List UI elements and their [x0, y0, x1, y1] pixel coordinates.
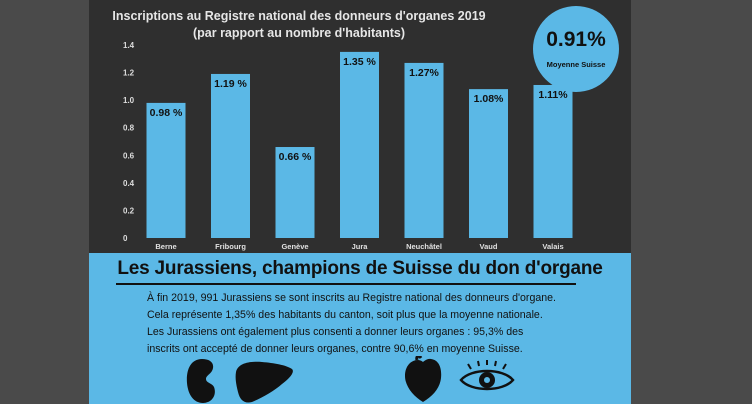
y-tick-label: 1.4 — [123, 41, 135, 50]
y-tick-label: 0.2 — [123, 206, 135, 215]
kidney-icon — [186, 359, 215, 403]
y-tick-label: 1.0 — [123, 96, 135, 105]
average-value: 0.91% — [546, 28, 606, 51]
x-tick-label: Fribourg — [215, 242, 246, 251]
data-label: 1.08% — [474, 93, 504, 105]
data-label: 0.98 % — [150, 107, 183, 119]
average-badge: 0.91% Moyenne Suisse — [533, 6, 619, 92]
bar — [469, 89, 508, 238]
x-tick-label: Neuchâtel — [406, 242, 442, 251]
bar-chart: 0 0.2 0.4 0.6 0.8 1.0 1.2 1.4 0.98 % 1.19 % 0.66 … — [123, 41, 573, 251]
data-label: 0.66 % — [279, 151, 312, 163]
x-tick-label: Jura — [352, 242, 369, 251]
bars: 0.98 % 1.19 % 0.66 % 1.35 % 1.27% 1.08% 1.11% — [146, 51, 573, 239]
chart-subtitle: (par rapport au nombre d'habitants) — [192, 26, 405, 40]
headline-divider — [116, 283, 576, 285]
bar — [533, 84, 573, 238]
eye-icon — [459, 360, 515, 391]
liver-icon — [235, 361, 293, 403]
bar — [275, 147, 315, 238]
headline: Les Jurassiens, champions de Suisse du d… — [117, 258, 603, 279]
paragraph-line: Les Jurassiens ont également plus consen… — [147, 326, 524, 338]
chart-title: Inscriptions au Registre national des do… — [112, 9, 486, 23]
x-tick-label: Genève — [281, 242, 308, 251]
y-tick-label: 0.8 — [123, 124, 135, 133]
data-label: 1.27% — [409, 67, 439, 79]
bar — [340, 51, 379, 239]
info-section — [89, 253, 631, 404]
x-tick-label: Vaud — [480, 242, 498, 251]
y-axis: 0 0.2 0.4 0.6 0.8 1.0 1.2 1.4 — [123, 41, 135, 243]
x-axis: Berne Fribourg Genève Jura Neuchâtel Vaud Vala… — [155, 242, 563, 251]
data-label: 1.35 % — [343, 56, 376, 68]
paragraph-line: Cela représente 1,35% des habitants du c… — [147, 309, 543, 321]
data-label: 1.19 % — [214, 78, 247, 90]
average-label: Moyenne Suisse — [546, 60, 606, 69]
y-tick-label: 0.4 — [123, 179, 135, 188]
paragraph-line: inscrits ont accepté de donner leurs org… — [147, 343, 523, 355]
bar — [404, 62, 444, 238]
y-tick-label: 0 — [123, 234, 128, 243]
x-tick-label: Valais — [542, 242, 563, 251]
x-tick-label: Berne — [155, 242, 176, 251]
heart-icon — [405, 356, 442, 402]
bar — [146, 102, 186, 239]
bar — [211, 73, 250, 238]
y-tick-label: 0.6 — [123, 151, 135, 160]
paragraph-line: À fin 2019, 991 Jurassiens se sont inscr… — [147, 292, 556, 304]
y-tick-label: 1.2 — [123, 69, 135, 78]
data-label: 1.11% — [538, 89, 568, 101]
